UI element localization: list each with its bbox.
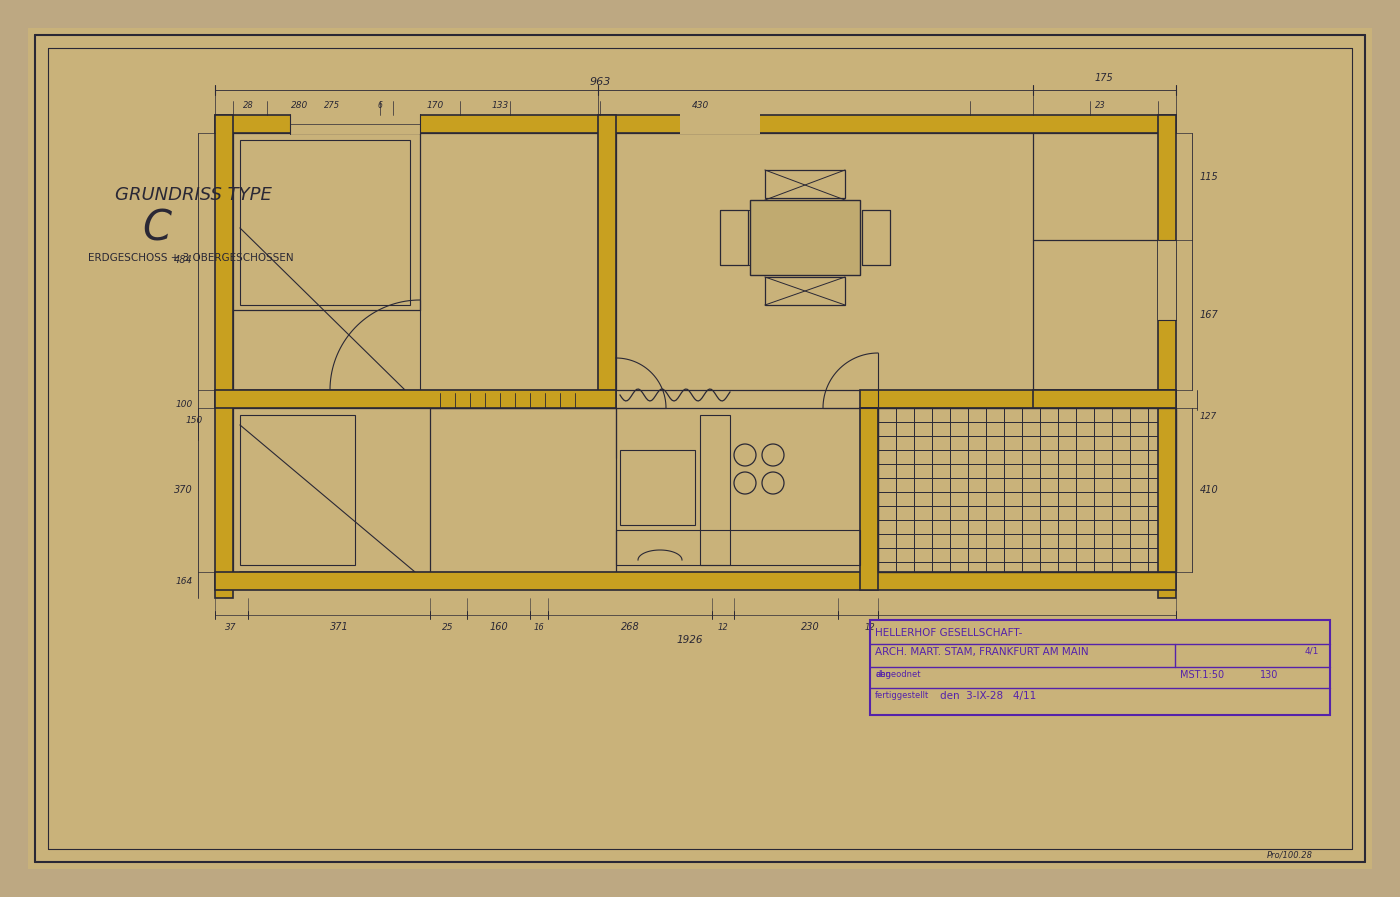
Text: 275: 275	[323, 100, 340, 109]
Text: 37: 37	[225, 623, 237, 631]
Text: 23: 23	[1095, 100, 1106, 109]
Bar	[216, 572, 1176, 590]
Text: HELLERHOF GESELLSCHAFT-: HELLERHOF GESELLSCHAFT-	[875, 628, 1022, 638]
Bar	[239, 415, 356, 565]
Text: Pro/100.28: Pro/100.28	[1267, 850, 1313, 859]
Bar	[239, 140, 410, 305]
Text: 175: 175	[1095, 73, 1113, 83]
Text: 28: 28	[242, 100, 253, 109]
Text: 160: 160	[490, 622, 508, 632]
Text: C: C	[141, 207, 171, 249]
Bar	[764, 170, 846, 198]
Bar	[720, 210, 748, 265]
Bar	[290, 114, 420, 134]
Bar	[598, 115, 616, 408]
Bar	[216, 115, 1176, 133]
Text: 410: 410	[1200, 485, 1219, 495]
Text: 127: 127	[1200, 412, 1217, 421]
Bar	[860, 408, 878, 590]
Bar	[216, 390, 616, 408]
Bar	[860, 390, 1176, 408]
Text: 16: 16	[533, 623, 545, 631]
Text: fertiggestellt: fertiggestellt	[875, 691, 930, 700]
Text: ERDGESCHOSS + 3 OBERGESCHOSSEN: ERDGESCHOSS + 3 OBERGESCHOSSEN	[88, 253, 294, 263]
Bar	[1158, 240, 1176, 320]
Text: 963: 963	[589, 77, 610, 87]
Text: 370: 370	[174, 485, 193, 495]
Text: 268: 268	[620, 622, 640, 632]
Text: MST.1:50: MST.1:50	[1180, 670, 1224, 680]
Text: GRUNDRISS TYPE: GRUNDRISS TYPE	[115, 186, 272, 204]
Text: 130: 130	[1260, 670, 1278, 680]
Text: 115: 115	[1200, 172, 1219, 182]
Text: 133: 133	[491, 100, 508, 109]
Text: 12: 12	[718, 623, 728, 631]
Text: 12: 12	[865, 623, 875, 631]
Text: 371: 371	[329, 622, 349, 632]
Bar	[1033, 390, 1176, 408]
Text: 150: 150	[186, 415, 203, 424]
Bar	[620, 450, 694, 525]
Text: abgeodnet: abgeodnet	[875, 670, 921, 679]
Bar	[616, 530, 860, 565]
Bar	[750, 200, 860, 275]
Bar	[878, 408, 1176, 572]
Text: 6: 6	[378, 100, 382, 109]
Text: 484: 484	[174, 255, 193, 265]
Text: 170: 170	[427, 100, 444, 109]
Text: 25: 25	[442, 623, 454, 631]
Text: 4/1: 4/1	[1305, 647, 1319, 656]
Text: 164: 164	[176, 578, 193, 587]
Text: 167: 167	[1200, 310, 1219, 320]
Bar	[216, 115, 232, 598]
Text: den: den	[875, 670, 890, 679]
Text: 1926: 1926	[676, 635, 703, 645]
Text: 430: 430	[692, 100, 708, 109]
Text: 280: 280	[291, 100, 308, 109]
Bar	[700, 415, 729, 565]
Text: 100: 100	[176, 399, 193, 408]
Bar	[862, 210, 890, 265]
Bar	[680, 114, 760, 134]
Bar	[1158, 115, 1176, 598]
Text: ARCH. MART. STAM, FRANKFURT AM MAIN: ARCH. MART. STAM, FRANKFURT AM MAIN	[875, 647, 1089, 657]
Bar	[764, 277, 846, 305]
Text: 230: 230	[801, 622, 819, 632]
Bar	[869, 620, 1330, 715]
Text: den  3-IX-28   4/11: den 3-IX-28 4/11	[939, 691, 1036, 701]
